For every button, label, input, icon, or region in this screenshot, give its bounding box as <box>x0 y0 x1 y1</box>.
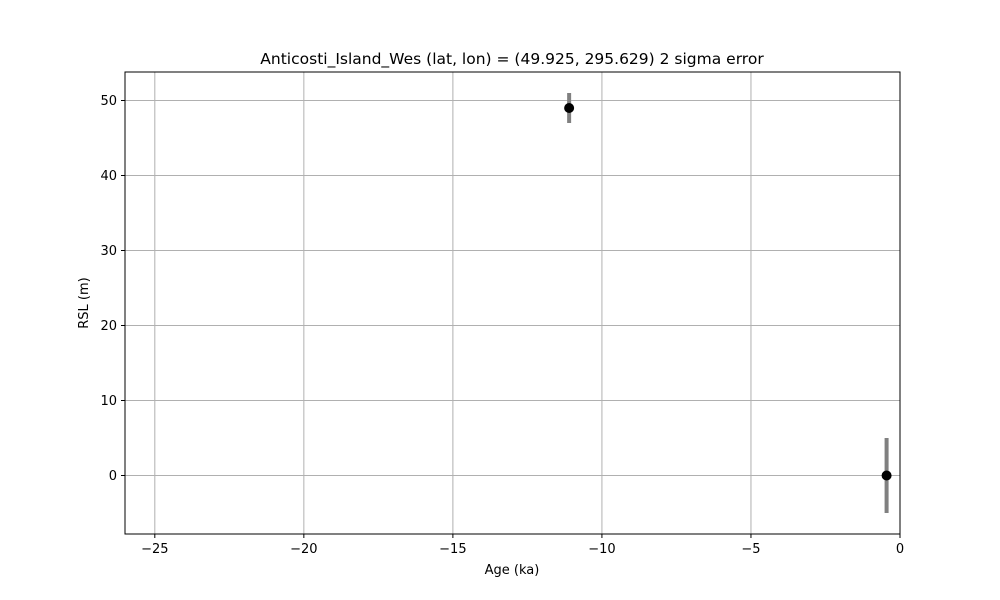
x-tick-label: 0 <box>896 542 904 557</box>
y-tick-label: 0 <box>109 469 117 484</box>
x-tick-label: −20 <box>290 542 317 557</box>
x-tick-label: −10 <box>588 542 615 557</box>
y-tick-label: 20 <box>100 319 117 334</box>
chart-title: Anticosti_Island_Wes (lat, lon) = (49.92… <box>260 50 764 69</box>
y-tick-label: 50 <box>100 94 117 109</box>
y-tick-label: 30 <box>100 244 117 259</box>
x-tick-label: −5 <box>741 542 760 557</box>
x-tick-label: −15 <box>439 542 466 557</box>
plot-frame <box>124 71 901 535</box>
data-point <box>564 103 575 113</box>
y-tick-label: 40 <box>100 169 117 184</box>
ticks: −25 −20 −15 −10 −5 0 0 10 20 30 40 50 <box>100 94 904 557</box>
y-tick-label: 10 <box>100 394 117 409</box>
y-axis-label: RSL (m) <box>77 277 92 328</box>
data-point <box>881 470 892 481</box>
data-layer <box>564 93 892 513</box>
x-tick-label: −25 <box>141 542 168 557</box>
grid-lines <box>125 72 901 534</box>
x-axis-label: Age (ka) <box>485 563 540 578</box>
